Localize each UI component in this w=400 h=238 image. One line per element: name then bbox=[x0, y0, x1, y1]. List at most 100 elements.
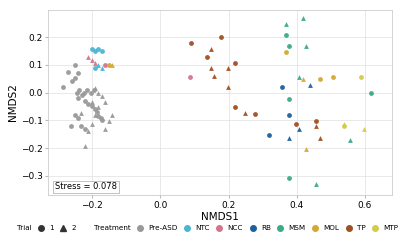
Point bbox=[68, 124, 74, 128]
Point bbox=[95, 64, 102, 67]
Point bbox=[85, 129, 91, 133]
Point bbox=[74, 91, 80, 94]
Point bbox=[88, 58, 95, 62]
Point bbox=[88, 122, 95, 126]
Point bbox=[99, 66, 105, 69]
Point bbox=[187, 75, 194, 79]
Point bbox=[106, 64, 112, 67]
Point bbox=[95, 114, 102, 118]
Point bbox=[286, 176, 292, 180]
Point bbox=[286, 136, 292, 139]
Point bbox=[303, 147, 309, 150]
Point bbox=[85, 102, 91, 106]
Point bbox=[208, 47, 214, 51]
Point bbox=[102, 127, 108, 131]
Point bbox=[88, 100, 95, 104]
Point bbox=[282, 33, 289, 37]
X-axis label: NMDS1: NMDS1 bbox=[201, 213, 239, 223]
Point bbox=[92, 61, 98, 65]
Point bbox=[361, 127, 367, 131]
Point bbox=[218, 35, 224, 39]
Point bbox=[296, 127, 302, 131]
Point bbox=[69, 79, 75, 83]
Point bbox=[109, 64, 115, 67]
Point bbox=[368, 91, 374, 94]
Point bbox=[340, 124, 347, 128]
Point bbox=[296, 75, 302, 79]
Point bbox=[225, 85, 231, 89]
Point bbox=[225, 66, 231, 70]
Point bbox=[71, 113, 78, 117]
Point bbox=[60, 85, 66, 89]
Point bbox=[78, 111, 84, 114]
Point bbox=[300, 16, 306, 20]
Point bbox=[75, 71, 81, 74]
Point bbox=[74, 96, 81, 100]
Point bbox=[106, 119, 112, 123]
Point bbox=[279, 85, 286, 89]
Point bbox=[286, 97, 292, 101]
Point bbox=[286, 44, 292, 48]
Point bbox=[82, 144, 88, 148]
Point bbox=[313, 119, 320, 123]
Point bbox=[266, 133, 272, 137]
Point bbox=[78, 124, 84, 128]
Point bbox=[232, 61, 238, 65]
Point bbox=[76, 88, 82, 92]
Legend: Trial, 1, 2, Treatment, Pre-ASD, NTC, NCC, RB, MSM, MOL, TP, MTP: Trial, 1, 2, Treatment, Pre-ASD, NTC, NC… bbox=[0, 223, 400, 234]
Point bbox=[99, 49, 105, 52]
Point bbox=[75, 116, 81, 119]
Point bbox=[82, 127, 88, 131]
Point bbox=[88, 47, 95, 51]
Point bbox=[293, 122, 299, 126]
Point bbox=[92, 107, 98, 111]
Point bbox=[79, 94, 85, 97]
Point bbox=[313, 124, 320, 128]
Point bbox=[71, 63, 78, 67]
Point bbox=[98, 116, 104, 120]
Point bbox=[300, 77, 306, 81]
Point bbox=[211, 74, 218, 78]
Point bbox=[95, 47, 102, 51]
Point bbox=[85, 55, 91, 59]
Point bbox=[82, 99, 88, 103]
Point bbox=[102, 100, 108, 104]
Point bbox=[92, 86, 98, 89]
Point bbox=[87, 91, 94, 94]
Point bbox=[109, 114, 115, 117]
Point bbox=[242, 111, 248, 114]
Point bbox=[316, 77, 323, 81]
Point bbox=[286, 114, 292, 117]
Point bbox=[94, 110, 100, 114]
Point bbox=[204, 55, 210, 59]
Point bbox=[330, 75, 337, 79]
Point bbox=[303, 44, 309, 48]
Point bbox=[306, 83, 313, 87]
Point bbox=[99, 94, 105, 98]
Point bbox=[95, 91, 102, 95]
Point bbox=[92, 49, 98, 52]
Point bbox=[208, 66, 214, 69]
Point bbox=[347, 138, 354, 142]
Point bbox=[71, 76, 78, 80]
Text: Stress = 0.078: Stress = 0.078 bbox=[55, 183, 117, 191]
Y-axis label: NMDS2: NMDS2 bbox=[8, 83, 18, 121]
Point bbox=[282, 50, 289, 54]
Point bbox=[340, 122, 347, 126]
Point bbox=[95, 105, 102, 109]
Point bbox=[232, 105, 238, 109]
Point bbox=[92, 66, 98, 69]
Point bbox=[80, 91, 87, 94]
Point bbox=[316, 136, 323, 139]
Point bbox=[188, 41, 194, 45]
Point bbox=[65, 70, 72, 74]
Point bbox=[89, 104, 96, 108]
Point bbox=[252, 112, 258, 116]
Point bbox=[282, 22, 289, 26]
Point bbox=[84, 88, 90, 92]
Point bbox=[313, 182, 320, 185]
Point bbox=[358, 75, 364, 79]
Point bbox=[92, 114, 98, 117]
Point bbox=[102, 63, 108, 67]
Point bbox=[90, 88, 97, 92]
